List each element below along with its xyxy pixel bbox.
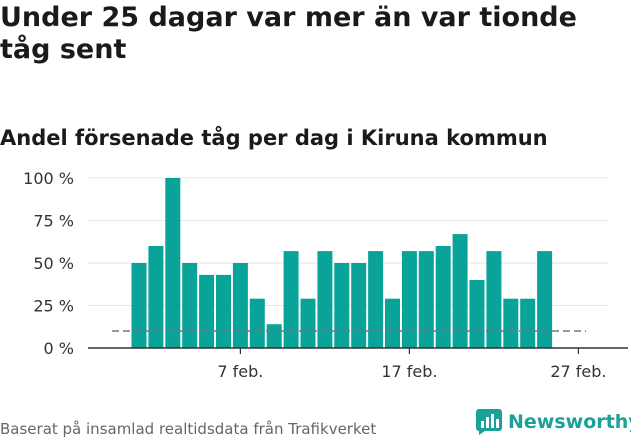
bar [452,234,468,348]
bar [418,251,434,348]
bar [317,251,333,348]
x-tick-label: 17 feb. [381,362,437,381]
y-tick-label: 100 % [23,169,74,188]
bar [148,246,164,348]
bar [165,178,181,348]
bar [249,298,265,348]
bar [486,251,502,348]
bar-chart-logo-icon [476,409,502,435]
source-note: Baserat på insamlad realtidsdata från Tr… [0,420,377,438]
x-tick-label: 7 feb. [217,362,263,381]
bar [435,246,451,348]
y-tick-label: 25 % [33,297,74,316]
page-title: Under 25 dagar var mer än var tionde tåg… [0,2,577,65]
bar [266,324,282,348]
x-tick-label: 27 feb. [550,362,606,381]
brand-name: Newsworthy [508,411,631,433]
bar [401,251,417,348]
bar [199,274,215,348]
y-tick-label: 0 % [44,339,74,358]
bar [334,263,350,348]
bar [351,263,367,348]
bar [182,263,198,348]
bar [368,251,384,348]
bar [469,280,485,348]
brand-logo[interactable]: Newsworthy [476,408,631,436]
bar [300,298,316,348]
bar [537,251,553,348]
bar [385,298,400,348]
y-tick-label: 75 % [33,212,74,231]
bar [216,274,231,348]
y-tick-label: 50 % [33,254,74,273]
bar [283,251,299,348]
bar [131,263,147,348]
delayed-trains-bar-chart: 0 % 25 % 50 % 75 % 100 % 7 feb. 17 feb. 27 feb. [23,169,628,381]
bar [232,263,248,348]
bars-layer [131,178,553,348]
bar [503,298,519,348]
bar [520,298,536,348]
chart-subtitle: Andel försenade tåg per dag i Kiruna kom… [0,126,548,150]
axis-layer: 0 % 25 % 50 % 75 % 100 % 7 feb. 17 feb. 27 feb. [23,169,628,381]
